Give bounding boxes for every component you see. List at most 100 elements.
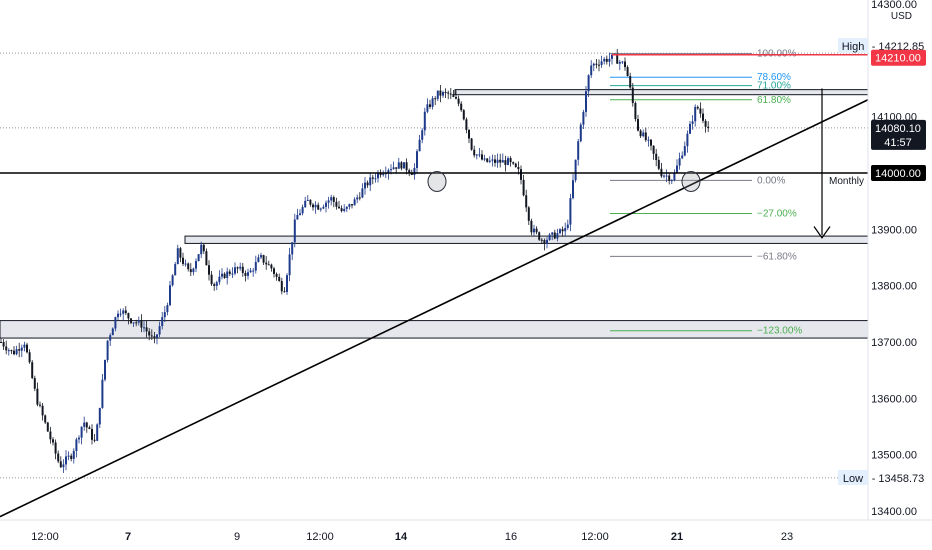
- candle-body: [423, 111, 426, 131]
- candle-body: [361, 188, 364, 198]
- candle-body: [299, 213, 301, 216]
- candle-body: [0, 342, 2, 343]
- candle-body: [611, 54, 613, 59]
- candle-body: [585, 91, 587, 112]
- drawings[interactable]: [0, 53, 869, 518]
- candle-body: [114, 317, 117, 329]
- candle-body: [249, 270, 252, 273]
- candle-body: [83, 422, 86, 427]
- level-price-badge: 14000.00: [871, 165, 926, 181]
- candle-body: [275, 273, 278, 277]
- price-axis[interactable]: 14300.0014100.0013900.0013800.0013700.00…: [871, 0, 917, 518]
- candle-body: [340, 208, 343, 212]
- candle-body: [473, 149, 476, 156]
- high-label-bg: [838, 38, 868, 54]
- candle-body: [75, 439, 78, 451]
- candle-body: [358, 197, 361, 199]
- candle-body: [504, 160, 507, 165]
- candle-body: [400, 162, 403, 169]
- candle-body: [369, 177, 372, 186]
- current-price-badge-text: 14080.10: [875, 123, 921, 135]
- currency-label: USD: [891, 11, 912, 22]
- candle-body: [260, 255, 262, 258]
- candle-body: [408, 170, 411, 173]
- candle-body: [13, 350, 15, 355]
- x-tick-label: 21: [671, 531, 683, 543]
- candle-body: [52, 439, 54, 443]
- candle-body: [278, 276, 281, 282]
- candle-body: [455, 96, 457, 99]
- time-axis[interactable]: 12:00 7 9 12:00 14 16 12:00 21 23: [31, 531, 793, 543]
- candle-body: [132, 322, 135, 324]
- candle-body: [668, 175, 671, 181]
- candle-body: [148, 331, 151, 336]
- candle-body: [143, 327, 145, 329]
- zone-rect: [0, 320, 869, 339]
- candle-body: [127, 313, 130, 319]
- candle-body: [689, 123, 691, 134]
- candle-body: [413, 167, 416, 175]
- candle-body: [681, 155, 684, 159]
- candle-body: [262, 255, 265, 263]
- candle-body: [699, 108, 702, 114]
- candle-body: [707, 126, 710, 129]
- x-tick-label: 23: [781, 531, 793, 543]
- candle-body: [543, 240, 546, 244]
- candle-body: [10, 350, 13, 352]
- candle-body: [145, 327, 148, 332]
- candle-body: [442, 92, 444, 96]
- candle-body: [119, 313, 122, 315]
- candle-body: [70, 455, 73, 459]
- candle-body: [163, 312, 166, 318]
- candle-body: [327, 200, 330, 203]
- candle-body: [98, 407, 101, 425]
- annotation-monthly: Monthly: [829, 176, 864, 187]
- candle-body: [314, 204, 317, 208]
- candle-body: [637, 119, 639, 131]
- candle-body: [117, 313, 119, 318]
- candle-body: [371, 177, 374, 179]
- candle-body: [348, 204, 351, 207]
- candle-body: [205, 251, 208, 266]
- y-tick-label: 13900.00: [871, 224, 917, 236]
- candle-body: [239, 266, 242, 269]
- candle-body: [665, 175, 668, 177]
- candle-body: [392, 167, 395, 170]
- candle-body: [403, 162, 405, 169]
- high-label: High: [842, 41, 865, 53]
- candle-body: [291, 242, 294, 255]
- candle-body: [273, 268, 275, 274]
- candle-body: [686, 133, 689, 147]
- candle-body: [356, 197, 359, 200]
- zone-rect: [454, 89, 869, 96]
- candle-body: [106, 340, 109, 360]
- candle-body: [631, 87, 634, 103]
- candle-body: [130, 318, 132, 323]
- candle-body: [395, 167, 398, 169]
- x-tick-label: 7: [125, 531, 131, 543]
- price-badges: High - 14212.8514210.0014080.1041:5714000…: [838, 38, 926, 485]
- y-tick-label: 13400.00: [871, 506, 917, 518]
- candle-body: [184, 263, 187, 265]
- candle-body: [189, 269, 192, 273]
- candle-body: [577, 141, 580, 160]
- fib-label: −27.00%: [757, 209, 797, 220]
- candle-body: [137, 320, 140, 323]
- fib-label: −123.00%: [757, 326, 802, 337]
- candle-body: [559, 229, 561, 234]
- x-tick-label: 12:00: [306, 531, 334, 543]
- candle-body: [218, 276, 221, 283]
- candle-body: [566, 224, 569, 229]
- candle-body: [351, 204, 353, 206]
- candle-body: [247, 272, 249, 276]
- candle-body: [595, 63, 598, 65]
- candle-body: [460, 103, 463, 111]
- candle-body: [161, 317, 164, 327]
- candle-body: [301, 207, 304, 214]
- candle-body: [213, 284, 216, 286]
- fib-label: 78.60%: [757, 72, 791, 83]
- candle-body: [288, 254, 291, 276]
- candle-body: [88, 427, 91, 430]
- candle-body: [600, 61, 603, 65]
